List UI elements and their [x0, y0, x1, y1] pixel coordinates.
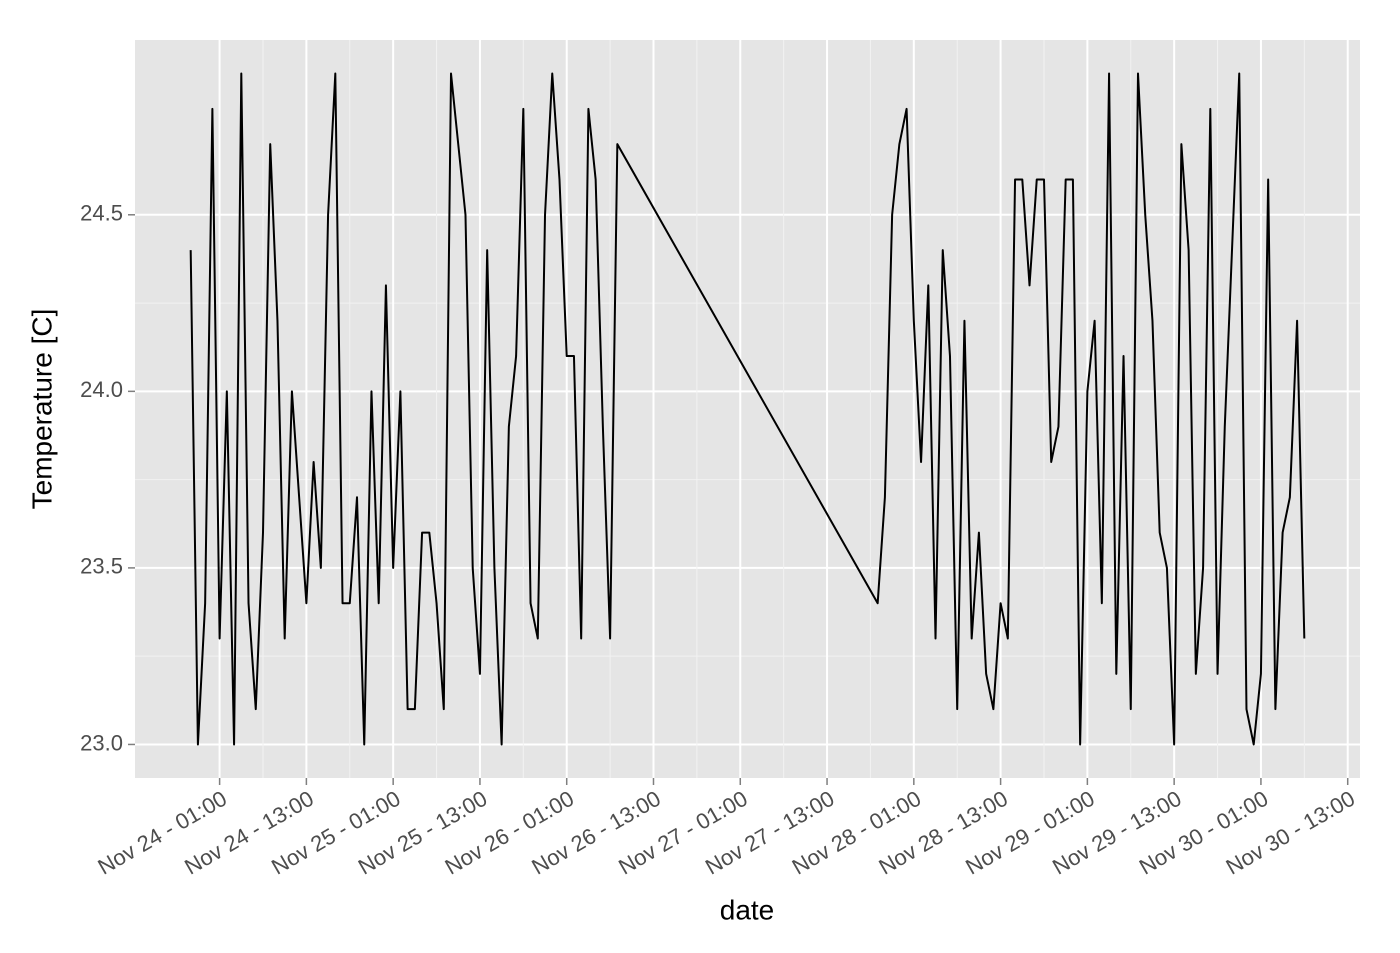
x-axis-title: date — [720, 894, 775, 925]
line-series — [189, 72, 1306, 746]
y-tick-label: 24.5 — [80, 201, 123, 226]
panel — [135, 40, 1360, 778]
y-axis-title: Temperature [C] — [26, 309, 57, 510]
y-tick-label: 23.0 — [80, 730, 123, 755]
y-tick-label: 23.5 — [80, 554, 123, 579]
y-tick-label: 24.0 — [80, 377, 123, 402]
